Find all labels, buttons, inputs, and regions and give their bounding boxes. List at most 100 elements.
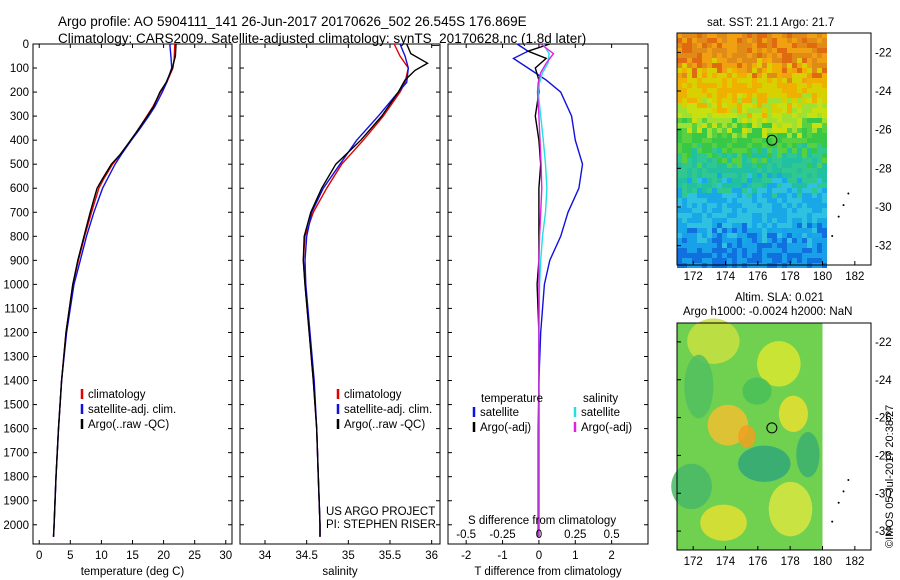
sst-pixel [742, 158, 747, 163]
sst-pixel [727, 213, 732, 218]
sst-pixel [787, 33, 792, 38]
sst-pixel [717, 33, 722, 38]
sst-pixel [822, 248, 827, 253]
sst-pixel [712, 198, 717, 203]
sst-pixel [707, 38, 712, 43]
sst-pixel [802, 188, 807, 193]
sst-pixel [752, 48, 757, 53]
sst-pixel [737, 123, 742, 128]
sst-pixel [722, 163, 727, 168]
island-dot [831, 235, 834, 237]
sst-pixel [822, 138, 827, 143]
sst-pixel [822, 198, 827, 203]
difference-xtick-label: -2 [461, 550, 471, 562]
sst-pixel [702, 63, 707, 68]
sst-pixel [812, 133, 817, 138]
sst-pixel [802, 103, 807, 108]
sst-pixel [752, 188, 757, 193]
sst-pixel [707, 178, 712, 183]
sst-pixel [772, 228, 777, 233]
sst-pixel [747, 143, 752, 148]
sst-pixel [682, 153, 687, 158]
sst-pixel [682, 118, 687, 123]
sst-pixel [777, 78, 782, 83]
sst-pixel [782, 133, 787, 138]
sst-pixel [822, 58, 827, 63]
sst-pixel [692, 183, 697, 188]
sst-pixel [787, 163, 792, 168]
sst-pixel [712, 93, 717, 98]
sst-pixel [772, 38, 777, 43]
sst-pixel [797, 48, 802, 53]
sst-pixel [777, 213, 782, 218]
sst-pixel [822, 133, 827, 138]
sst-pixel [697, 38, 702, 43]
sst-pixel [782, 223, 787, 228]
sst-pixel [792, 123, 797, 128]
depth-tick-label: 900 [10, 255, 29, 267]
sla-map-xtick-label: 180 [813, 556, 832, 568]
sst-pixel [697, 203, 702, 208]
sst-pixel [717, 258, 722, 263]
difference-top-xtick-label: -0.5 [456, 529, 476, 541]
sst-pixel [817, 118, 822, 123]
sst-pixel [772, 233, 777, 238]
sst-pixel [817, 258, 822, 263]
sst-pixel [742, 63, 747, 68]
sst-pixel [727, 158, 732, 163]
sst-pixel [777, 68, 782, 73]
sst-pixel [787, 48, 792, 53]
sst-pixel [732, 73, 737, 78]
sst-pixel [702, 138, 707, 143]
sst-pixel [712, 128, 717, 133]
sst-pixel [692, 188, 697, 193]
sst-pixel [802, 218, 807, 223]
sst-pixel [682, 183, 687, 188]
sst-pixel [777, 198, 782, 203]
sst-pixel [757, 183, 762, 188]
sst-pixel [817, 193, 822, 198]
sst-pixel [817, 98, 822, 103]
sla-map-ytick-label: -22 [875, 337, 892, 349]
sla-anomaly [687, 318, 740, 364]
sst-pixel [697, 98, 702, 103]
sst-pixel [817, 63, 822, 68]
sst-pixel [677, 43, 682, 48]
sst-pixel [752, 183, 757, 188]
sst-pixel [792, 193, 797, 198]
sst-pixel [682, 88, 687, 93]
sst-pixel [777, 208, 782, 213]
sst-pixel [687, 88, 692, 93]
sla-map-xtick-label: 174 [716, 556, 736, 568]
sst-pixel [682, 233, 687, 238]
sst-pixel [677, 178, 682, 183]
sst-pixel [762, 38, 767, 43]
sst-pixel [822, 33, 827, 38]
sst-pixel [792, 228, 797, 233]
sst-pixel [707, 93, 712, 98]
sst-pixel [787, 213, 792, 218]
sst-pixel [807, 218, 812, 223]
sst-pixel [822, 93, 827, 98]
sst-pixel [802, 208, 807, 213]
sst-pixel [802, 98, 807, 103]
sst-pixel [732, 43, 737, 48]
sst-pixel [797, 93, 802, 98]
sst-pixel [797, 213, 802, 218]
sst-pixel [727, 123, 732, 128]
sst-pixel [822, 183, 827, 188]
sst-pixel [692, 63, 697, 68]
sst-pixel [782, 33, 787, 38]
depth-tick-label: 2000 [3, 520, 29, 532]
salinity-xtick-label: 34.5 [295, 550, 317, 562]
sst-pixel [737, 218, 742, 223]
sst-pixel [822, 63, 827, 68]
sst-pixel [817, 158, 822, 163]
sst-pixel [782, 238, 787, 243]
sst-pixel [712, 98, 717, 103]
sst-pixel [742, 123, 747, 128]
sst-pixel [802, 198, 807, 203]
sst-pixel [757, 158, 762, 163]
sst-pixel [702, 243, 707, 248]
sst-pixel [777, 173, 782, 178]
